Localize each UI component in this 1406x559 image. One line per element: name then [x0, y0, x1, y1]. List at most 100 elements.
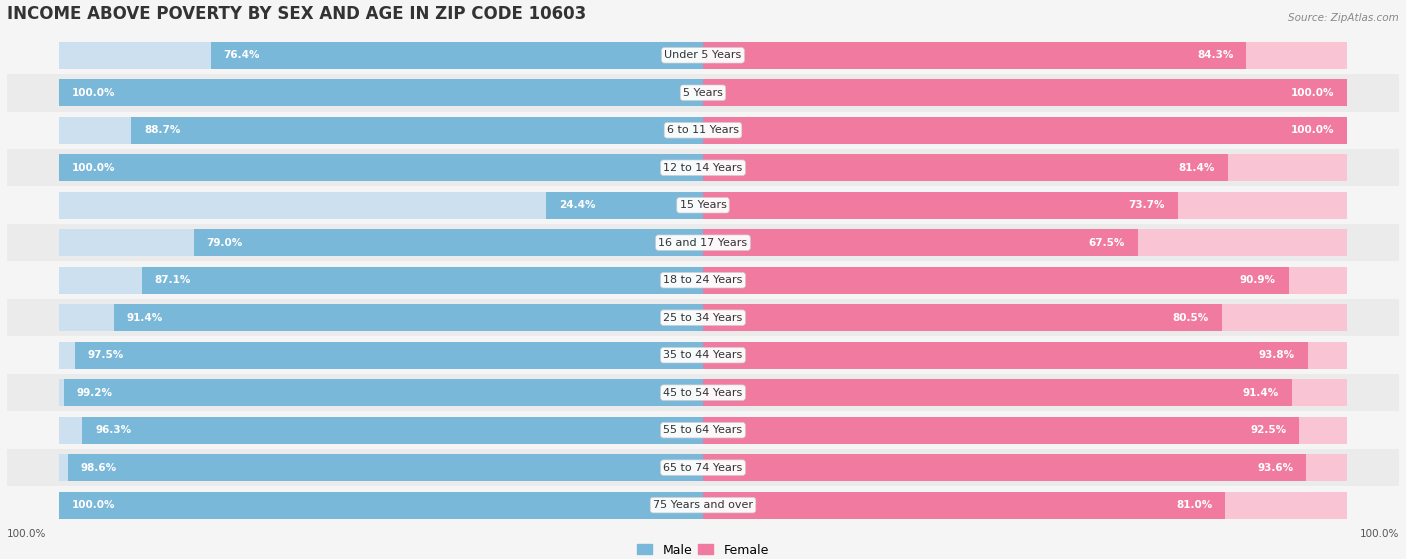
Bar [7, 449, 1399, 486]
Bar [59, 304, 703, 331]
Text: 93.8%: 93.8% [1258, 350, 1295, 360]
Text: 100.0%: 100.0% [7, 529, 46, 539]
Bar [63, 379, 703, 406]
Bar [703, 154, 1347, 181]
Text: 79.0%: 79.0% [207, 238, 243, 248]
Bar [703, 491, 1347, 519]
Bar [83, 416, 703, 444]
Bar [703, 379, 1347, 406]
Bar [546, 192, 703, 219]
Text: 90.9%: 90.9% [1240, 275, 1277, 285]
Bar [67, 454, 703, 481]
Bar [703, 79, 1347, 106]
Bar [703, 491, 1225, 519]
Bar [703, 79, 1347, 106]
Text: 84.3%: 84.3% [1197, 50, 1233, 60]
Bar [7, 262, 1399, 299]
Text: 18 to 24 Years: 18 to 24 Years [664, 275, 742, 285]
Bar [59, 416, 703, 444]
Text: Source: ZipAtlas.com: Source: ZipAtlas.com [1288, 13, 1399, 23]
Bar [703, 229, 1347, 256]
Bar [7, 36, 1399, 74]
Bar [59, 491, 703, 519]
Bar [703, 229, 1137, 256]
Text: 6 to 11 Years: 6 to 11 Years [666, 125, 740, 135]
Text: 100.0%: 100.0% [72, 500, 115, 510]
Text: 96.3%: 96.3% [96, 425, 131, 435]
Bar [7, 74, 1399, 111]
Text: 15 Years: 15 Years [679, 200, 727, 210]
Bar [703, 154, 1227, 181]
Text: 12 to 14 Years: 12 to 14 Years [664, 163, 742, 173]
Bar [7, 224, 1399, 262]
Text: 24.4%: 24.4% [558, 200, 595, 210]
Bar [59, 154, 703, 181]
Text: 80.5%: 80.5% [1173, 312, 1209, 323]
Bar [7, 187, 1399, 224]
Bar [703, 42, 1347, 69]
Bar [211, 42, 703, 69]
Bar [703, 267, 1289, 293]
Text: 91.4%: 91.4% [1243, 387, 1279, 397]
Bar [59, 267, 703, 293]
Bar [131, 117, 703, 144]
Text: 93.6%: 93.6% [1257, 463, 1294, 473]
Text: 88.7%: 88.7% [145, 125, 180, 135]
Bar [7, 374, 1399, 411]
Text: 87.1%: 87.1% [155, 275, 191, 285]
Bar [194, 229, 703, 256]
Text: 100.0%: 100.0% [1360, 529, 1399, 539]
Bar [703, 117, 1347, 144]
Text: 45 to 54 Years: 45 to 54 Years [664, 387, 742, 397]
Bar [114, 304, 703, 331]
Text: Under 5 Years: Under 5 Years [665, 50, 741, 60]
Text: INCOME ABOVE POVERTY BY SEX AND AGE IN ZIP CODE 10603: INCOME ABOVE POVERTY BY SEX AND AGE IN Z… [7, 6, 586, 23]
Bar [703, 304, 1347, 331]
Bar [59, 229, 703, 256]
Bar [59, 342, 703, 369]
Text: 92.5%: 92.5% [1250, 425, 1286, 435]
Bar [59, 379, 703, 406]
Text: 100.0%: 100.0% [72, 88, 115, 98]
Bar [703, 192, 1178, 219]
Bar [7, 149, 1399, 187]
Legend: Male, Female: Male, Female [637, 543, 769, 557]
Bar [59, 79, 703, 106]
Text: 16 and 17 Years: 16 and 17 Years [658, 238, 748, 248]
Text: 65 to 74 Years: 65 to 74 Years [664, 463, 742, 473]
Text: 67.5%: 67.5% [1088, 238, 1125, 248]
Bar [703, 342, 1308, 369]
Text: 81.4%: 81.4% [1178, 163, 1215, 173]
Text: 73.7%: 73.7% [1129, 200, 1166, 210]
Bar [703, 342, 1347, 369]
Bar [703, 117, 1347, 144]
Bar [703, 416, 1299, 444]
Bar [703, 192, 1347, 219]
Bar [7, 111, 1399, 149]
Text: 55 to 64 Years: 55 to 64 Years [664, 425, 742, 435]
Text: 100.0%: 100.0% [1291, 88, 1334, 98]
Text: 100.0%: 100.0% [72, 163, 115, 173]
Text: 75 Years and over: 75 Years and over [652, 500, 754, 510]
Text: 97.5%: 97.5% [87, 350, 124, 360]
Bar [703, 454, 1347, 481]
Bar [59, 154, 703, 181]
Bar [59, 454, 703, 481]
Text: 81.0%: 81.0% [1175, 500, 1212, 510]
Text: 25 to 34 Years: 25 to 34 Years [664, 312, 742, 323]
Bar [59, 192, 703, 219]
Text: 5 Years: 5 Years [683, 88, 723, 98]
Bar [703, 379, 1292, 406]
Bar [59, 491, 703, 519]
Text: 76.4%: 76.4% [224, 50, 260, 60]
Bar [7, 337, 1399, 374]
Bar [703, 416, 1347, 444]
Bar [7, 411, 1399, 449]
Bar [7, 299, 1399, 337]
Bar [59, 117, 703, 144]
Text: 98.6%: 98.6% [80, 463, 117, 473]
Bar [75, 342, 703, 369]
Bar [59, 42, 703, 69]
Bar [7, 486, 1399, 524]
Text: 91.4%: 91.4% [127, 312, 163, 323]
